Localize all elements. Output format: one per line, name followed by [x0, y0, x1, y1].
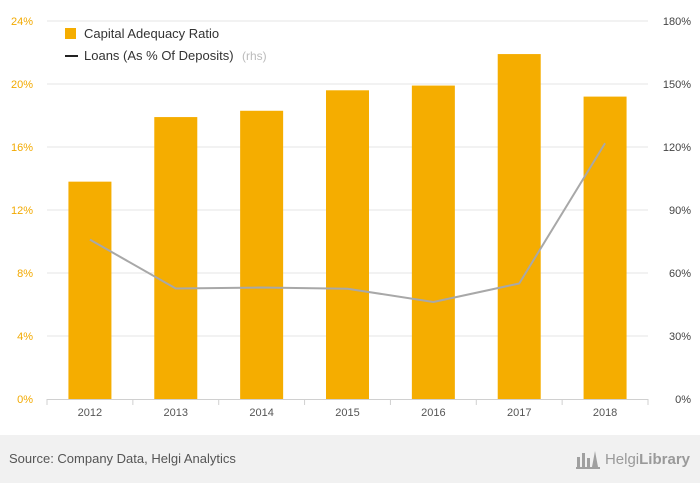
x-tick-label: 2012: [78, 407, 102, 419]
brand-name: HelgiLibrary: [605, 451, 690, 468]
right-tick-label: 60%: [669, 268, 691, 280]
x-axis-ticks: 2012 2013 2014 2015 2016 2017 2018: [78, 407, 618, 419]
left-tick-label: 24%: [11, 16, 33, 28]
bar: [583, 96, 627, 399]
axes: [46, 399, 649, 405]
x-tick-label: 2014: [249, 407, 273, 419]
right-tick-label: 180%: [663, 16, 691, 28]
chart: 0% 4% 8% 12% 16% 20% 24% 0% 30% 60% 90% 120% 150% 18…: [11, 16, 691, 419]
helgi-library-logo-icon: [575, 451, 600, 469]
legend-bar-label: Capital Adequacy Ratio: [84, 26, 219, 41]
x-tick-label: 2016: [421, 407, 445, 419]
x-tick-label: 2015: [335, 407, 359, 419]
bar: [154, 117, 198, 399]
bar: [240, 110, 284, 400]
bar-series: [68, 54, 627, 400]
left-tick-label: 0%: [17, 394, 33, 406]
brand-name-light: Helgi: [604, 450, 640, 468]
bar: [68, 181, 112, 399]
legend-line-note: (rhs): [242, 49, 267, 63]
right-tick-label: 120%: [663, 142, 691, 154]
right-axis-ticks: 0% 30% 60% 90% 120% 150% 180%: [663, 16, 691, 406]
loans-line: [89, 142, 606, 303]
right-tick-label: 30%: [669, 331, 691, 343]
legend-bar-swatch: [65, 28, 76, 39]
x-tick-label: 2018: [593, 407, 617, 419]
left-tick-label: 20%: [11, 79, 33, 91]
line-series: [89, 142, 606, 303]
legend-line-text: Loans (As % Of Deposits) (rhs): [84, 47, 267, 64]
left-axis-ticks: 0% 4% 8% 12% 16% 20% 24%: [11, 16, 33, 406]
bar: [326, 90, 369, 400]
brand[interactable]: HelgiLibrary: [575, 448, 690, 470]
source-text: Source: Company Data, Helgi Analytics: [9, 451, 236, 466]
left-tick-label: 8%: [17, 268, 33, 280]
left-tick-label: 12%: [11, 205, 33, 217]
right-tick-label: 90%: [669, 205, 691, 217]
right-tick-label: 0%: [675, 394, 691, 406]
x-tick-label: 2017: [507, 407, 531, 419]
brand-name-bold: Library: [639, 450, 690, 468]
legend: Capital Adequacy Ratio Loans (As % Of De…: [65, 26, 267, 64]
legend-line-label: Loans (As % Of Deposits): [84, 48, 234, 63]
right-tick-label: 150%: [663, 79, 691, 91]
bar: [497, 54, 541, 399]
footer: Source: Company Data, Helgi Analytics He…: [0, 435, 700, 483]
bar: [411, 85, 455, 399]
left-tick-label: 16%: [11, 142, 33, 154]
left-tick-label: 4%: [17, 331, 33, 343]
x-tick-label: 2013: [164, 407, 188, 419]
